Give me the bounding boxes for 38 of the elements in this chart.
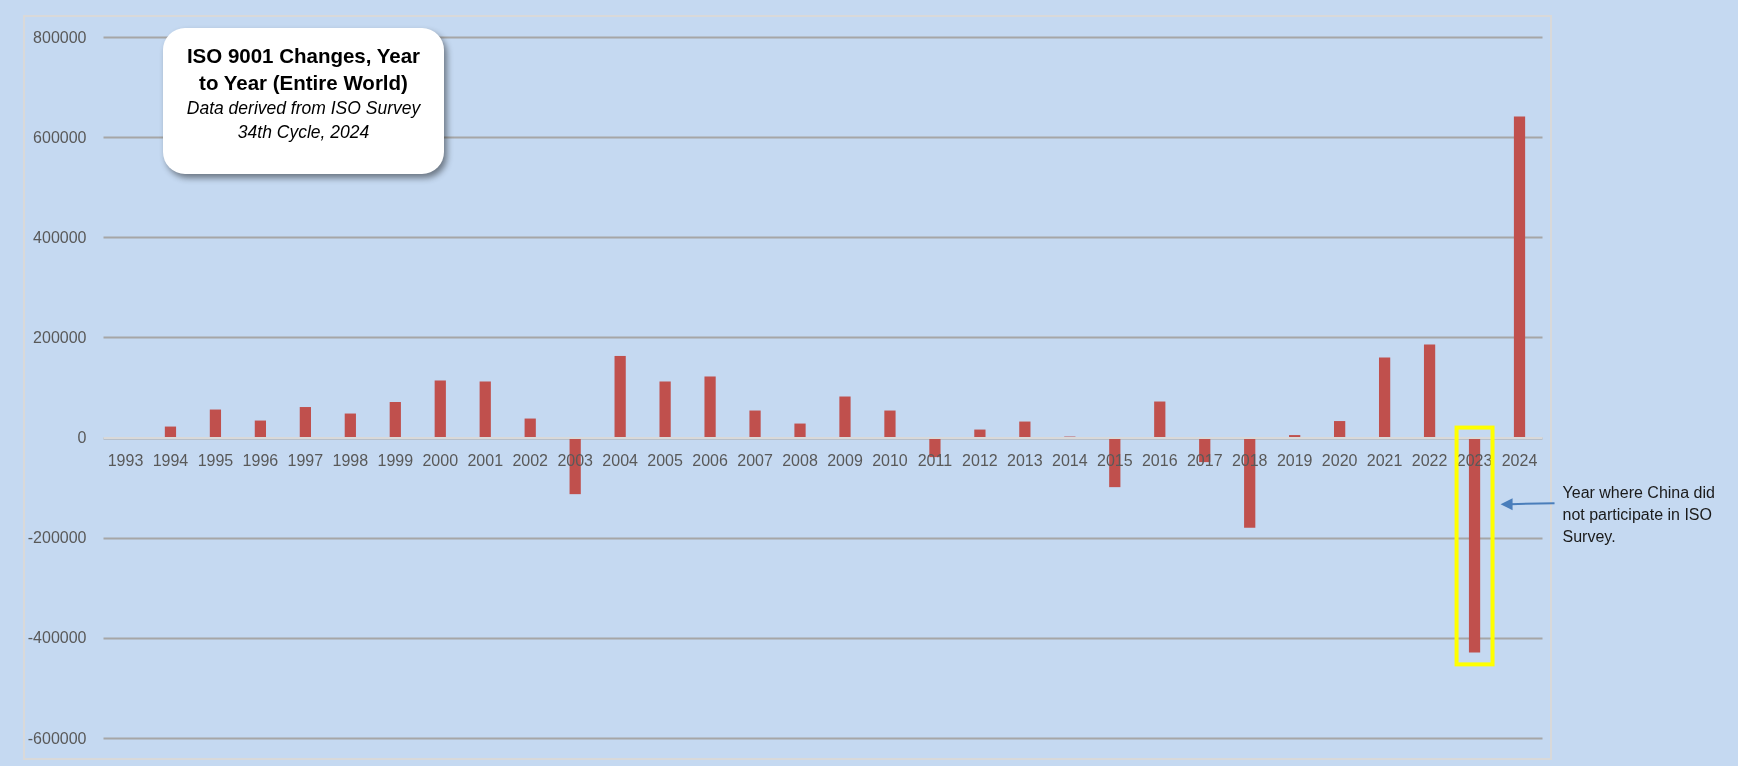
x-tick-label: 2017 [1186, 452, 1223, 470]
x-tick-label: 1997 [287, 452, 324, 470]
x-tick-label: 1993 [107, 452, 144, 470]
x-tick-label: 1998 [332, 452, 369, 470]
x-tick-label: 2019 [1276, 452, 1313, 470]
x-tick-label: 2002 [512, 452, 549, 470]
y-tick-label: 800000 [33, 28, 87, 46]
x-tick-label: 2014 [1052, 452, 1088, 470]
x-tick-label: 2012 [962, 452, 998, 470]
x-tick-label: 2001 [467, 452, 504, 470]
x-tick-label: 2006 [692, 452, 728, 470]
title-box: ISO 9001 Changes, Year to Year (Entire World) Data derived from ISO Survey 34th Cycle, 2024 [163, 28, 444, 174]
y-tick-label: -200000 [27, 529, 87, 547]
x-tick-label: 2020 [1321, 452, 1358, 470]
x-tick-label: 2007 [737, 452, 773, 470]
x-tick-label: 2004 [602, 452, 639, 470]
y-tick-label: 200000 [33, 328, 87, 346]
y-tick-label: 600000 [33, 128, 87, 146]
x-tick-label: 2005 [647, 452, 684, 470]
x-tick-label: 2013 [1007, 452, 1043, 470]
x-tick-label: 2010 [872, 452, 908, 470]
y-tick-label: 400000 [33, 228, 87, 246]
y-tick-label: 0 [77, 429, 87, 447]
x-tick-label: 2008 [782, 452, 818, 470]
x-tick-label: 2016 [1141, 452, 1178, 470]
x-tick-label: 1999 [377, 452, 414, 470]
x-tick-label: 2000 [422, 452, 459, 470]
x-tick-label: 1995 [197, 452, 234, 470]
x-tick-label: 2024 [1501, 452, 1538, 470]
y-tick-label: -600000 [27, 729, 87, 747]
text: Year where China did not participate in ISO Survey. [1562, 483, 1716, 548]
x-tick-label: 2011 [917, 452, 953, 470]
x-tick-label: 1996 [242, 452, 279, 470]
x-tick-label: 1994 [152, 452, 189, 470]
x-tick-label: 2022 [1411, 452, 1448, 470]
y-tick-label: -400000 [27, 629, 87, 647]
x-tick-label: 2021 [1366, 452, 1403, 470]
x-tick-label: 2009 [827, 452, 863, 470]
